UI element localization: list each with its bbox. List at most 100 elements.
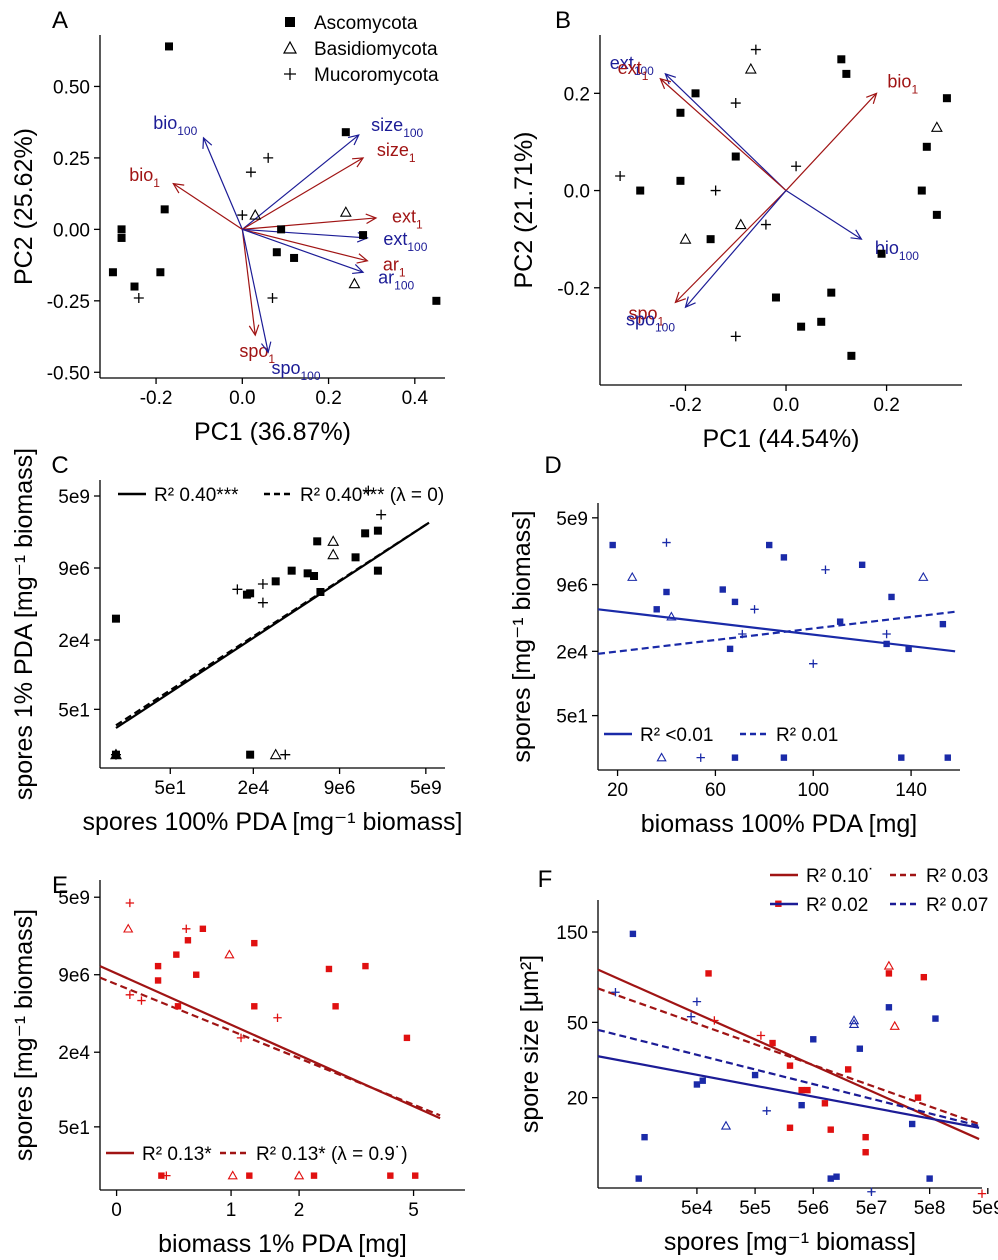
regression-line [99, 965, 441, 1120]
point-ascomycota [827, 1126, 834, 1133]
x-tick-label: 5e1 [154, 778, 186, 799]
point-mucoromycota [273, 1013, 282, 1022]
y-tick-label: 5e1 [58, 700, 90, 721]
loading-label: bio100 [153, 113, 197, 138]
point-ascomycota [856, 1045, 864, 1052]
y-tick-label: 0.2 [564, 84, 590, 105]
y-tick-label: 9e6 [556, 576, 588, 597]
y-tick-label: 5e1 [556, 707, 588, 728]
point-ascomycota [277, 225, 286, 234]
regression-line [597, 968, 980, 1141]
point-mucoromycota [696, 753, 705, 762]
loading-arrowhead [352, 157, 365, 168]
point-ascomycota [842, 69, 851, 78]
x-tick-label: 5e9 [410, 778, 442, 799]
point-ascomycota [316, 588, 325, 596]
loading-arrowhead [365, 213, 378, 225]
point-ascomycota [821, 1100, 829, 1107]
loading-label: ar1 [383, 255, 406, 280]
point-ascomycota [706, 235, 715, 244]
x-axis-label: biomass 1% PDA [mg] [158, 1230, 407, 1258]
point-basidiomycota [249, 208, 262, 220]
legend-label: R² 0.40*** (λ = 0) [300, 485, 444, 506]
point-basidiomycota [883, 960, 895, 970]
point-ascomycota [609, 541, 616, 549]
y-axis-label: spores [mg⁻¹ biomass] [10, 909, 38, 1161]
point-ascomycota [246, 589, 255, 598]
point-ascomycota [786, 1062, 794, 1069]
point-mucoromycota [263, 152, 274, 163]
loading-arrowhead [347, 134, 360, 146]
point-ascomycota [199, 925, 207, 932]
loading-arrowhead [674, 291, 686, 304]
point-ascomycota [922, 142, 931, 151]
point-basidiomycota [679, 233, 692, 244]
point-ascomycota [359, 231, 368, 240]
point-ascomycota [693, 1081, 701, 1088]
point-ascomycota [636, 186, 645, 195]
point-mucoromycota [756, 1031, 766, 1040]
loading-label: spo100 [626, 309, 675, 334]
y-tick-label: -0.50 [47, 363, 90, 384]
point-ascomycota [351, 553, 360, 562]
point-basidiomycota [918, 571, 929, 581]
x-axis-label: biomass 100% PDA [mg] [641, 810, 918, 838]
point-ascomycota [691, 89, 700, 98]
regression-line [99, 976, 441, 1117]
point-ascomycota [908, 1120, 916, 1128]
point-mucoromycota [133, 292, 144, 303]
loading-label: spo1 [239, 341, 275, 366]
loading-arrowhead [202, 136, 213, 149]
x-tick-label: 5e6 [797, 1198, 829, 1219]
legend-label: R² 0.01 [776, 725, 838, 746]
point-mucoromycota [750, 605, 759, 614]
point-ascomycota [827, 288, 836, 297]
point-ascomycota [676, 176, 685, 185]
y-tick-label: 5e9 [58, 487, 90, 508]
point-mucoromycota [791, 161, 802, 172]
point-ascomycota [251, 939, 258, 947]
loading-arrow [202, 137, 243, 230]
point-ascomycota [699, 1077, 706, 1084]
point-ascomycota [883, 640, 890, 648]
y-tick-label: -0.2 [557, 279, 590, 300]
point-mucoromycota [232, 584, 243, 595]
regression-line [597, 1028, 980, 1127]
point-ascomycota [160, 205, 169, 214]
regression-line [597, 987, 980, 1126]
point-basidiomycota [627, 571, 638, 581]
loading-label: size1 [377, 140, 416, 165]
point-ascomycota [939, 620, 947, 628]
point-ascomycota [920, 973, 928, 981]
y-axis-label: spore size [μm²] [516, 955, 544, 1133]
x-axis-label: spores [mg⁻¹ biomass] [664, 1228, 916, 1256]
regression-line [597, 1055, 980, 1129]
point-ascomycota [373, 566, 382, 575]
point-ascomycota [117, 225, 126, 234]
legend-label: R² 0.10˙ [806, 866, 875, 887]
point-ascomycota [108, 268, 117, 277]
point-ascomycota [117, 233, 126, 242]
point-ascomycota [676, 108, 685, 117]
point-ascomycota [193, 971, 200, 978]
x-tick-label: 0.2 [873, 395, 899, 416]
y-tick-label: 5e9 [58, 888, 90, 909]
point-ascomycota [786, 1124, 794, 1131]
x-tick-label: 0.0 [229, 388, 255, 409]
point-mucoromycota [710, 1016, 719, 1025]
point-mucoromycota [686, 1012, 696, 1021]
point-mucoromycota [236, 1033, 246, 1043]
point-ascomycota [174, 1003, 182, 1010]
point-mucoromycota [692, 997, 702, 1006]
point-ascomycota [751, 1071, 759, 1079]
point-basidiomycota [744, 62, 757, 74]
point-basidiomycota [930, 121, 943, 132]
x-axis-label: PC1 (36.87%) [194, 418, 351, 446]
loading-arrowhead [352, 263, 365, 275]
loading-arrowhead [684, 296, 696, 309]
point-ascomycota [837, 55, 846, 64]
legend-label: R² 0.03 [926, 866, 988, 887]
point-ascomycota [373, 526, 382, 535]
point-mucoromycota [125, 898, 135, 908]
panel-label: C [51, 452, 68, 479]
